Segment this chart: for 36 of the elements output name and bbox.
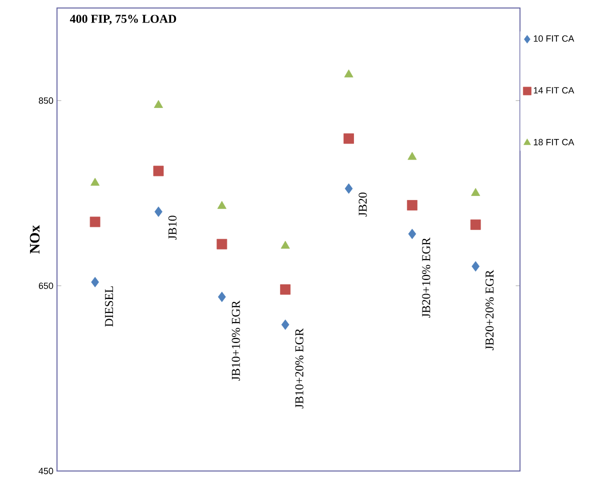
- x-tick-label: JB10+10% EGR: [232, 300, 240, 381]
- point: [91, 277, 100, 288]
- point: [153, 166, 164, 176]
- point: [406, 200, 418, 211]
- legend-label: 10 FIT CA: [534, 36, 574, 42]
- point: [154, 206, 162, 218]
- point: [280, 241, 290, 249]
- x-tick-label: JB20+20% EGR: [486, 270, 494, 350]
- point: [408, 152, 417, 160]
- point: [344, 70, 354, 78]
- point: [281, 320, 290, 330]
- y-axis-title: NOx: [30, 225, 40, 254]
- point: [154, 100, 164, 108]
- x-tick-label: JB20+10% EGR: [422, 238, 430, 318]
- point: [216, 239, 228, 250]
- point: [280, 284, 291, 295]
- point: [408, 228, 416, 240]
- point: [344, 184, 353, 194]
- point: [472, 261, 480, 272]
- point: [471, 188, 480, 196]
- point: [344, 134, 354, 144]
- x-tick-label: JB20: [358, 192, 367, 217]
- point: [470, 220, 481, 230]
- chart-title: 400 FIP, 75% LOAD: [70, 15, 176, 25]
- y-tick-label: 850: [38, 98, 54, 104]
- y-tick-label: 450: [38, 468, 54, 474]
- legend-label: 18 FIT CA: [534, 139, 574, 146]
- x-tick-label: DIESEL: [105, 286, 114, 327]
- point: [218, 292, 226, 302]
- x-tick-label: JB10+20% EGR: [295, 328, 304, 409]
- point: [217, 201, 226, 210]
- y-tick-label: 650: [38, 282, 54, 290]
- legend-label: 14 FIT CA: [534, 87, 574, 94]
- point: [90, 216, 100, 228]
- point: [90, 178, 100, 186]
- x-tick-label: JB10: [168, 216, 177, 240]
